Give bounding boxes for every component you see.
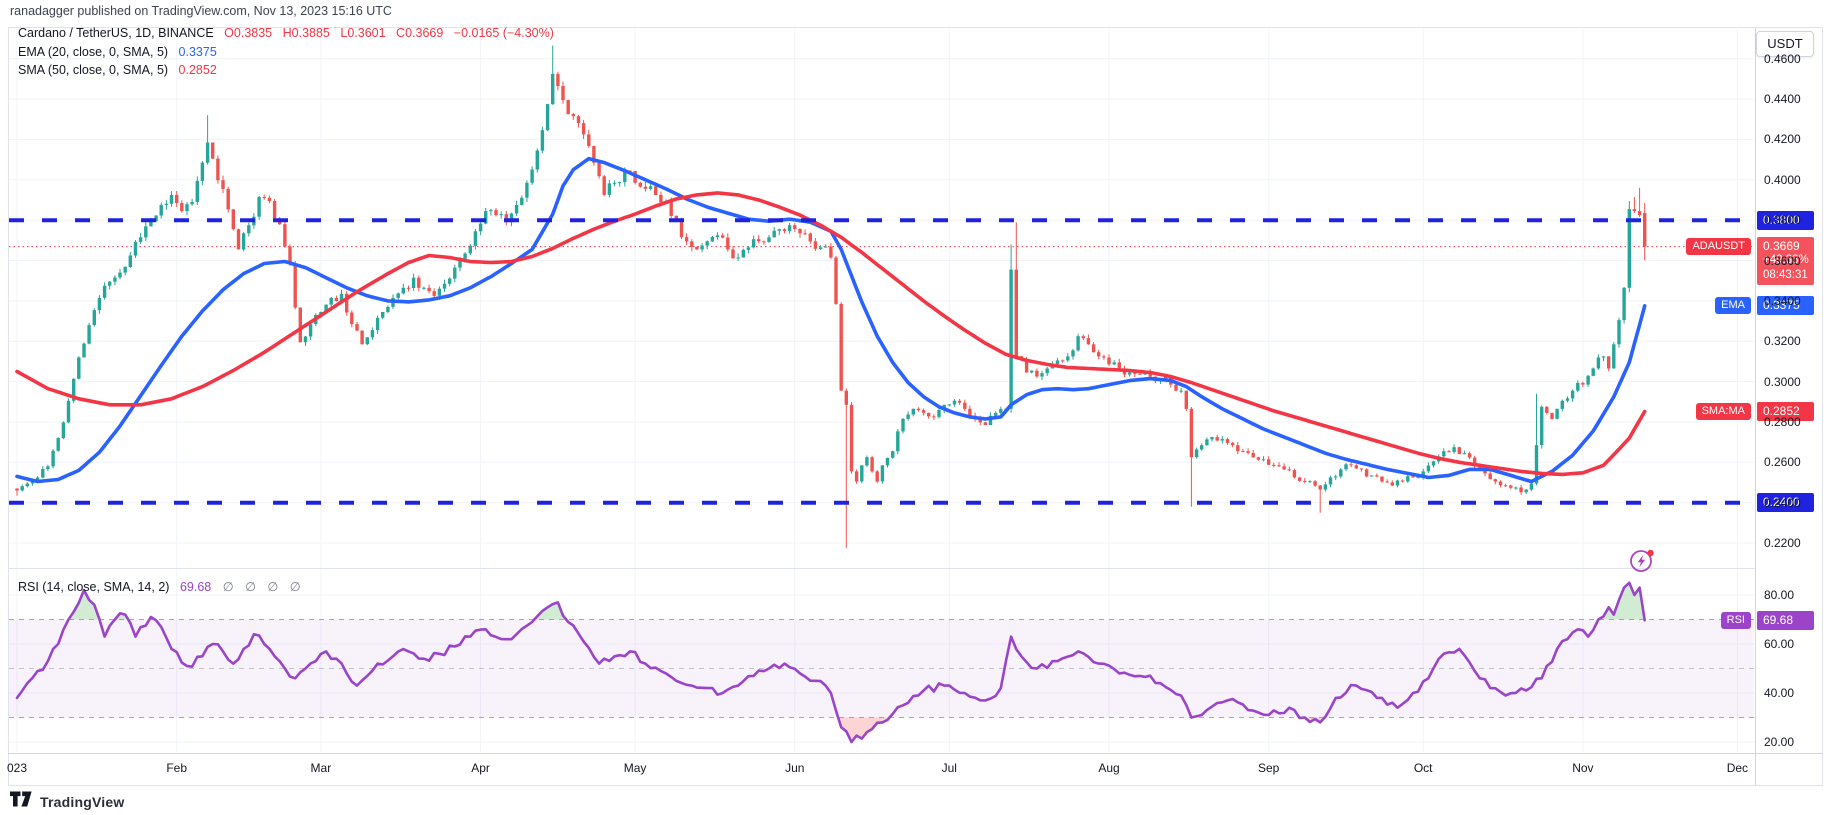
price-axis[interactable] [1756, 28, 1823, 753]
currency-toggle-button[interactable]: USDT [1756, 31, 1814, 57]
tradingview-logo-icon [10, 791, 33, 812]
boost-lightning-icon[interactable] [1627, 546, 1657, 576]
time-axis[interactable] [8, 754, 1755, 785]
tradingview-brand-text: TradingView [40, 793, 125, 810]
tradingview-brand-link[interactable]: TradingView [10, 791, 124, 812]
